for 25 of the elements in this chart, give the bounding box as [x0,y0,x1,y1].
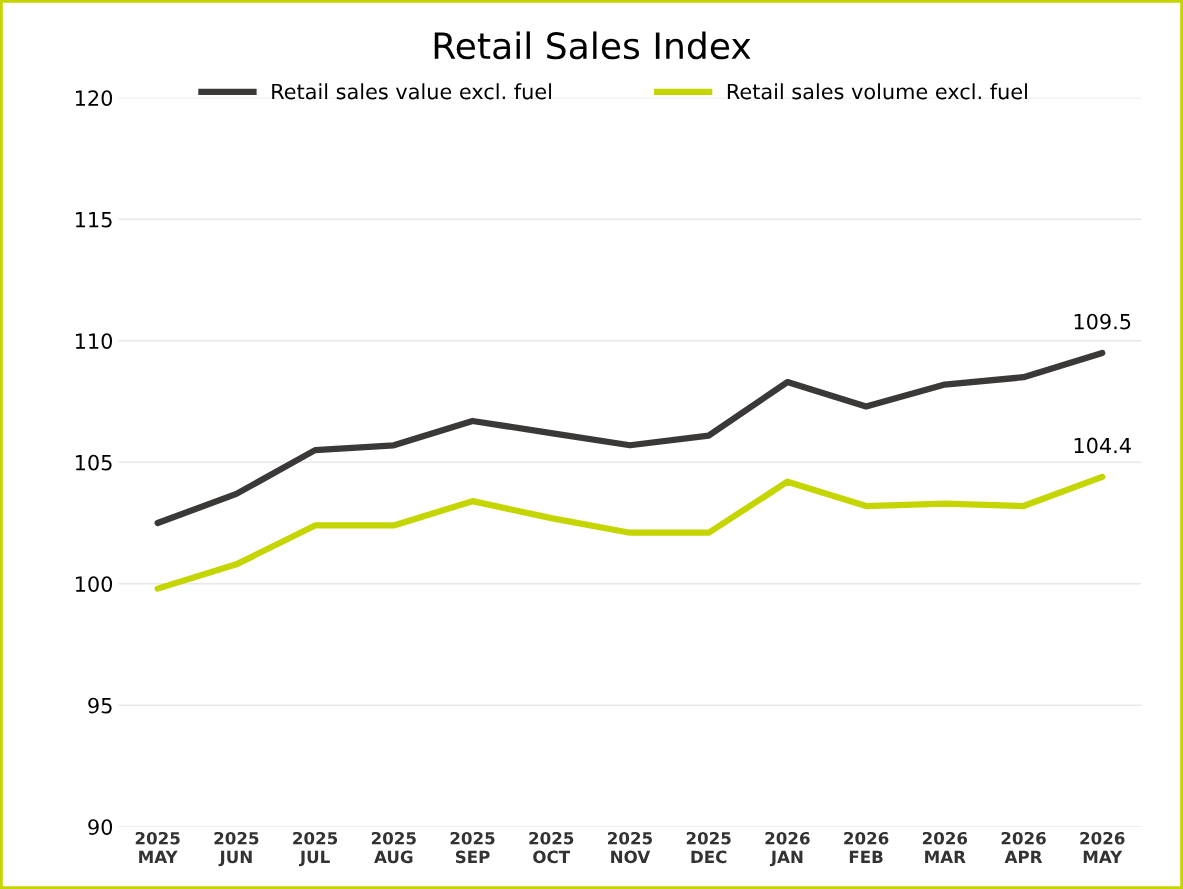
legend-label: Retail sales value excl. fuel [272,83,551,100]
y-tick-label: 115 [75,212,112,228]
x-tick-label: 2025 JUN [214,831,259,867]
x-tick-label: 2026 APR [1001,831,1046,863]
y-tick-label: 95 [88,697,112,714]
x-tick-label: 2026 FEB [844,831,889,863]
x-tick-label: 2026 JAN [765,831,810,867]
x-tick-label: 2025 SEP [450,831,495,864]
y-tick-label: 100 [75,576,113,592]
y-tick-label: 110 [75,333,113,349]
y-tick-label: 120 [75,90,113,106]
x-tick-label: 2025 DEC [686,831,731,864]
y-tick-label: 105 [75,454,112,471]
x-tick-label: 2026 MAY [1080,831,1125,863]
annotation: 109.5 [1074,313,1131,330]
x-tick-label: 2025 OCT [529,831,574,864]
y-tick-label: 90 [88,819,113,835]
x-tick-label: 2026 MAR [922,831,968,863]
x-tick-label: 2025 AUG [371,831,416,864]
x-tick-label: 2025 MAY [135,831,180,863]
x-tick-label: 2025 JUL [293,831,338,867]
annotation: 104.4 [1074,437,1131,454]
chart-title: Retail Sales Index [434,31,751,60]
x-tick-label: 2025 NOV [608,831,652,864]
legend-label: Retail sales volume excl. fuel [727,83,1027,100]
